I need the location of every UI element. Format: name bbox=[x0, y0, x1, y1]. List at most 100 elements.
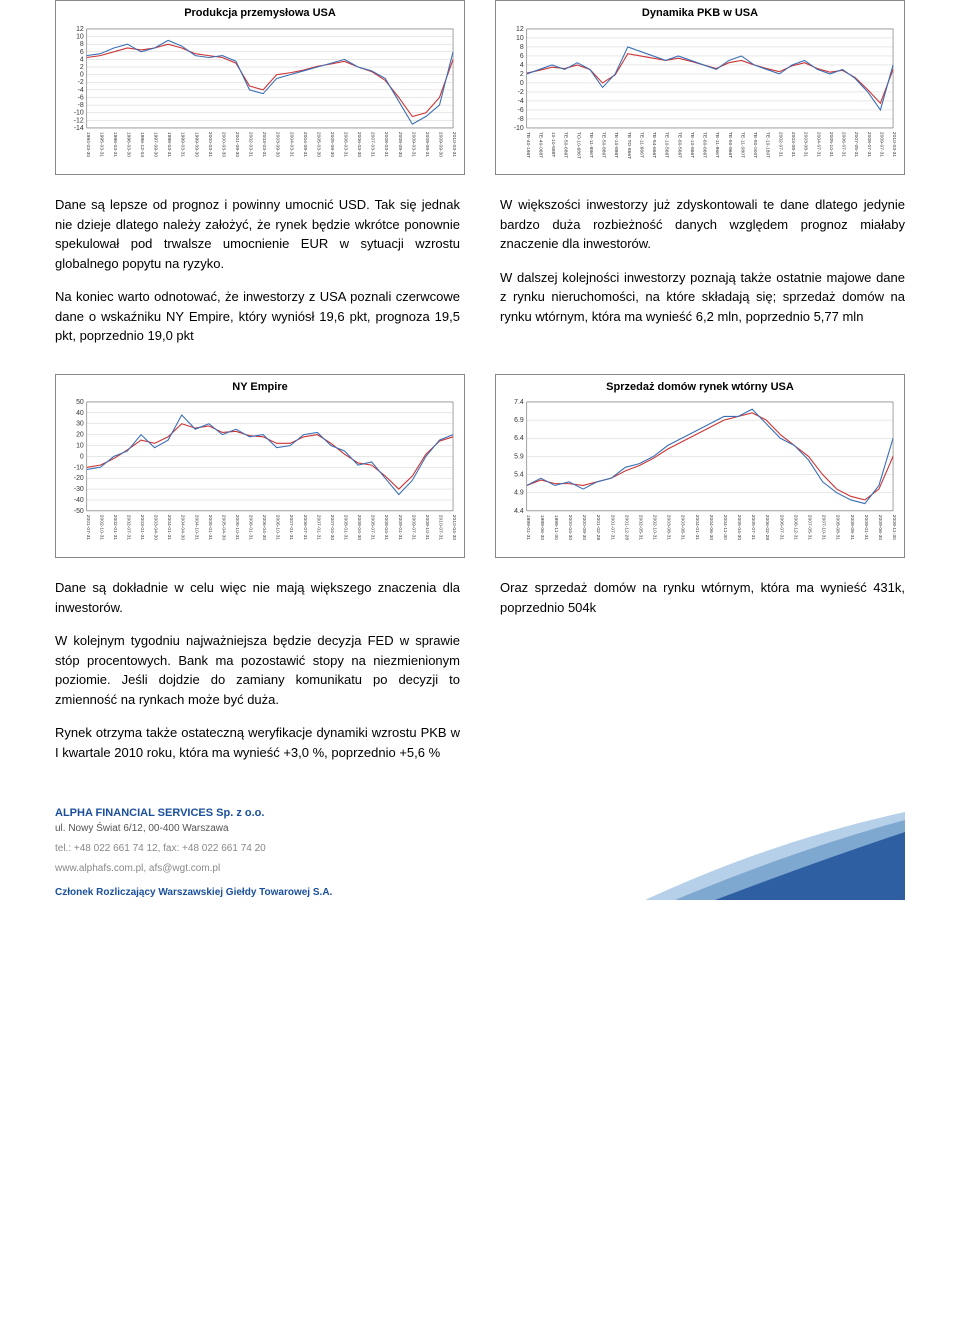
svg-text:7.4: 7.4 bbox=[514, 399, 524, 406]
svg-text:2009-07-31: 2009-07-31 bbox=[878, 131, 884, 157]
svg-text:4.4: 4.4 bbox=[514, 508, 524, 515]
svg-text:2003-08-31: 2003-08-31 bbox=[680, 515, 686, 541]
svg-text:8: 8 bbox=[520, 43, 524, 50]
svg-text:TE-60-666T: TE-60-666T bbox=[702, 131, 708, 157]
text-block-1: Dane są lepsze od prognoz i powinny umoc… bbox=[55, 195, 905, 360]
svg-text:6.4: 6.4 bbox=[514, 435, 524, 442]
svg-text:2004-06-30: 2004-06-30 bbox=[708, 515, 714, 541]
svg-text:2004-09-31: 2004-09-31 bbox=[302, 131, 308, 157]
footer-text: ALPHA FINANCIAL SERVICES Sp. z o.o. ul. … bbox=[55, 806, 332, 899]
svg-text:4.9: 4.9 bbox=[514, 490, 524, 497]
svg-text:2003-04-30: 2003-04-30 bbox=[153, 515, 159, 541]
svg-text:2008-04-31: 2008-04-31 bbox=[383, 515, 389, 541]
svg-text:TO-10-686T: TO-10-686T bbox=[575, 131, 581, 158]
svg-text:-14: -14 bbox=[74, 124, 84, 131]
svg-text:2000-03-30: 2000-03-30 bbox=[220, 131, 226, 157]
svg-text:2008-04-30: 2008-04-30 bbox=[356, 515, 362, 541]
svg-text:TE-11-666T: TE-11-666T bbox=[638, 131, 644, 157]
svg-text:0: 0 bbox=[80, 453, 84, 460]
svg-text:TE-50-686T: TE-50-686T bbox=[563, 131, 569, 157]
paragraph: W dalszej kolejności inwestorzy poznają … bbox=[500, 268, 905, 327]
svg-text:2010-04-30: 2010-04-30 bbox=[451, 515, 457, 541]
svg-text:2004-01-31: 2004-01-31 bbox=[694, 515, 700, 541]
svg-text:2003-08-31: 2003-08-31 bbox=[666, 515, 672, 541]
svg-text:2: 2 bbox=[80, 64, 84, 71]
paragraph: W większości inwestorzy już zdyskontowal… bbox=[500, 195, 905, 254]
top-chart-row: Produkcja przemysłowa USA -14-12-10-8-6-… bbox=[55, 0, 905, 175]
svg-text:-6: -6 bbox=[78, 94, 84, 101]
svg-text:2008-07-31: 2008-07-31 bbox=[370, 515, 376, 541]
svg-text:2009-07-31: 2009-07-31 bbox=[410, 515, 416, 541]
svg-text:2006-01-31: 2006-01-31 bbox=[248, 515, 254, 541]
svg-text:1996-12-04: 1996-12-04 bbox=[139, 131, 145, 157]
svg-text:4: 4 bbox=[520, 61, 524, 68]
paragraph: Dane są lepsze od prognoz i powinny umoc… bbox=[55, 195, 460, 273]
chart-title: Sprzedaż domów rynek wtórny USA bbox=[502, 379, 898, 396]
svg-text:20: 20 bbox=[76, 432, 84, 439]
chart-title: Dynamika PKB w USA bbox=[502, 5, 898, 22]
chart-ny-empire: NY Empire -50-40-30-20-10010203040502001… bbox=[55, 374, 465, 559]
svg-text:2003-09-30: 2003-09-30 bbox=[275, 131, 281, 157]
svg-text:2006-03-31: 2006-03-31 bbox=[343, 131, 349, 157]
svg-text:2000-04-30: 2000-04-30 bbox=[567, 515, 573, 541]
svg-text:50: 50 bbox=[76, 399, 84, 406]
svg-text:2009-01-31: 2009-01-31 bbox=[397, 515, 403, 541]
svg-text:2003-08-31: 2003-08-31 bbox=[790, 131, 796, 157]
svg-text:2005-03-30: 2005-03-30 bbox=[315, 131, 321, 157]
svg-text:2003-03-31: 2003-03-31 bbox=[261, 131, 267, 157]
svg-text:6: 6 bbox=[520, 52, 524, 59]
svg-text:2005-10-31: 2005-10-31 bbox=[828, 131, 834, 157]
svg-text:-4: -4 bbox=[518, 97, 524, 104]
paragraph: Dane są dokładnie w celu więc nie mają w… bbox=[55, 578, 460, 617]
svg-text:2007-05-31: 2007-05-31 bbox=[807, 515, 813, 541]
chart-canvas: 4.44.95.45.96.46.97.41999-01-311999-06-3… bbox=[502, 397, 898, 555]
footer-address: ul. Nowy Świat 6/12, 00-400 Warszawa bbox=[55, 822, 332, 836]
svg-text:2002-05-31: 2002-05-31 bbox=[637, 515, 643, 541]
svg-text:2003-01-31: 2003-01-31 bbox=[139, 515, 145, 541]
svg-text:1999-09-30: 1999-09-30 bbox=[193, 131, 199, 157]
svg-text:2002-10-31: 2002-10-31 bbox=[98, 515, 104, 541]
mid-chart-row: NY Empire -50-40-30-20-10010203040502001… bbox=[55, 374, 905, 559]
svg-text:2001-07-31: 2001-07-31 bbox=[609, 515, 615, 541]
chart-dynamika-pkb: Dynamika PKB w USA -10-8-6-4-2024681012T… bbox=[495, 0, 905, 175]
svg-text:2004-01-31: 2004-01-31 bbox=[166, 515, 172, 541]
svg-text:2007-04-30: 2007-04-30 bbox=[329, 515, 335, 541]
svg-text:2009-09-30: 2009-09-30 bbox=[437, 131, 443, 157]
svg-text:TE TO-866T: TE TO-866T bbox=[626, 131, 632, 158]
svg-text:2001-02-28: 2001-02-28 bbox=[595, 515, 601, 541]
svg-text:0: 0 bbox=[520, 79, 524, 86]
svg-text:6: 6 bbox=[80, 48, 84, 55]
svg-text:-4: -4 bbox=[78, 86, 84, 93]
svg-text:2000-03-31: 2000-03-31 bbox=[207, 131, 213, 157]
text-col-right: Oraz sprzedaż domów na rynku wtórnym, kt… bbox=[500, 578, 905, 776]
svg-text:1999-01-31: 1999-01-31 bbox=[525, 515, 531, 541]
svg-text:10-10-589T: 10-10-589T bbox=[550, 131, 556, 157]
svg-text:2001-09-30: 2001-09-30 bbox=[234, 131, 240, 157]
text-col-left: Dane są dokładnie w celu więc nie mają w… bbox=[55, 578, 460, 776]
svg-text:2004-03-31: 2004-03-31 bbox=[288, 131, 294, 157]
svg-text:2004-07-31: 2004-07-31 bbox=[815, 131, 821, 157]
svg-text:0: 0 bbox=[80, 71, 84, 78]
svg-text:5.4: 5.4 bbox=[514, 472, 524, 479]
svg-text:2006-07-31: 2006-07-31 bbox=[778, 515, 784, 541]
chart-canvas: -14-12-10-8-6-4-20246810121994-03-301995… bbox=[62, 24, 458, 173]
chart-title: Produkcja przemysłowa USA bbox=[62, 5, 458, 22]
svg-text:2009-08-31: 2009-08-31 bbox=[424, 131, 430, 157]
svg-text:2009-03-31: 2009-03-31 bbox=[410, 131, 416, 157]
svg-text:TE-50-966T: TE-50-966T bbox=[727, 131, 733, 157]
chart-canvas: -50-40-30-20-10010203040502001-07-312002… bbox=[62, 397, 458, 555]
footer-tel: tel.: +48 022 661 74 12, fax: +48 022 66… bbox=[55, 842, 332, 856]
svg-text:8: 8 bbox=[80, 41, 84, 48]
svg-text:TE-60-566T: TE-60-566T bbox=[676, 131, 682, 157]
svg-text:-40: -40 bbox=[74, 497, 84, 504]
svg-text:-50: -50 bbox=[74, 508, 84, 515]
footer-member: Członek Rozliczający Warszawskiej Giełdy… bbox=[55, 886, 332, 900]
svg-text:2008-03-31: 2008-03-31 bbox=[383, 131, 389, 157]
svg-text:2009-01-31: 2009-01-31 bbox=[863, 515, 869, 541]
text-col-right: W większości inwestorzy już zdyskontowal… bbox=[500, 195, 905, 360]
svg-text:2005-10-31: 2005-10-31 bbox=[234, 515, 240, 541]
svg-text:TE-40-068T: TE-40-068T bbox=[537, 131, 543, 157]
paragraph: Oraz sprzedaż domów na rynku wtórnym, kt… bbox=[500, 578, 905, 617]
svg-text:-2: -2 bbox=[518, 88, 524, 95]
svg-text:2006-07-31: 2006-07-31 bbox=[841, 131, 847, 157]
